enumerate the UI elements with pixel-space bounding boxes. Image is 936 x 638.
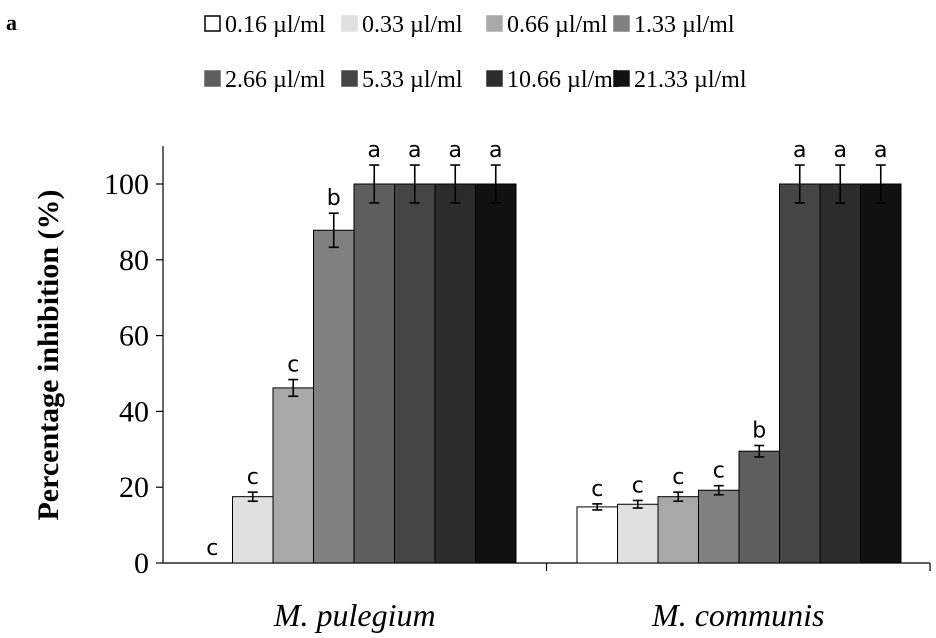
significance-letter: c [247, 465, 259, 490]
bars: c c c b a a a a c c c c b a a a [206, 138, 902, 564]
significance-letter: b [752, 419, 766, 444]
significance-letter: a [489, 138, 502, 163]
bar [353, 183, 395, 564]
bar [434, 183, 476, 564]
x-category-label: M. pulegium [273, 597, 436, 633]
legend-swatch [204, 15, 221, 32]
legend-swatch [486, 15, 503, 32]
significance-letter: c [206, 536, 218, 561]
significance-letter: c [672, 465, 684, 490]
bar [779, 183, 821, 564]
legend-label: 0.16 µl/ml [225, 12, 326, 38]
y-tick-label: 80 [119, 244, 149, 277]
legend-label: 0.33 µl/ml [362, 12, 463, 38]
legend-label: 10.66 µl/ml [507, 67, 620, 93]
bar [698, 489, 740, 564]
panel-label: a [6, 10, 17, 35]
significance-letter: c [713, 459, 725, 484]
bar [819, 183, 861, 564]
significance-letter: a [793, 138, 806, 163]
y-tick-label: 100 [104, 168, 149, 201]
bar [576, 506, 618, 564]
legend-swatch [341, 15, 358, 32]
significance-letter: a [449, 138, 462, 163]
y-tick-label: 0 [134, 547, 149, 580]
legend-label: 2.66 µl/ml [225, 67, 326, 93]
bar [738, 450, 780, 564]
x-category-label: M. communis [651, 597, 824, 633]
legend-swatch [613, 70, 630, 87]
y-tick-label: 40 [119, 395, 149, 428]
bar [617, 503, 659, 564]
significance-letter: c [632, 473, 644, 498]
significance-letter: a [874, 138, 887, 163]
legend: 0.16 µl/ml 0.33 µl/ml 0.66 µl/ml 1.33 µl/ml… [204, 12, 747, 93]
legend-swatch [341, 70, 358, 87]
significance-letter: a [408, 138, 421, 163]
significance-letter: c [591, 477, 603, 502]
legend-label: 0.66 µl/ml [507, 12, 608, 38]
significance-letter: a [834, 138, 847, 163]
legend-swatch [486, 70, 503, 87]
y-tick-label: 20 [119, 471, 149, 504]
x-category-labels: M. pulegium M. communis [273, 597, 825, 633]
bar [313, 229, 355, 564]
legend-label: 5.33 µl/ml [362, 67, 463, 93]
legend-label: 1.33 µl/ml [634, 12, 735, 38]
bar [272, 387, 314, 564]
significance-letter: c [287, 353, 299, 378]
bar [475, 183, 517, 564]
significance-letter: a [368, 138, 381, 163]
y-axis-label: Percentage inhibition (%) [32, 189, 65, 520]
significance-letter: b [327, 186, 341, 211]
y-tick-label: 60 [119, 320, 149, 353]
bar [394, 183, 436, 564]
bar [657, 496, 699, 564]
bar [232, 496, 274, 564]
legend-label: 21.33 µl/ml [634, 67, 747, 93]
legend-swatch [204, 70, 221, 87]
legend-swatch [613, 15, 630, 32]
bar [860, 183, 902, 564]
